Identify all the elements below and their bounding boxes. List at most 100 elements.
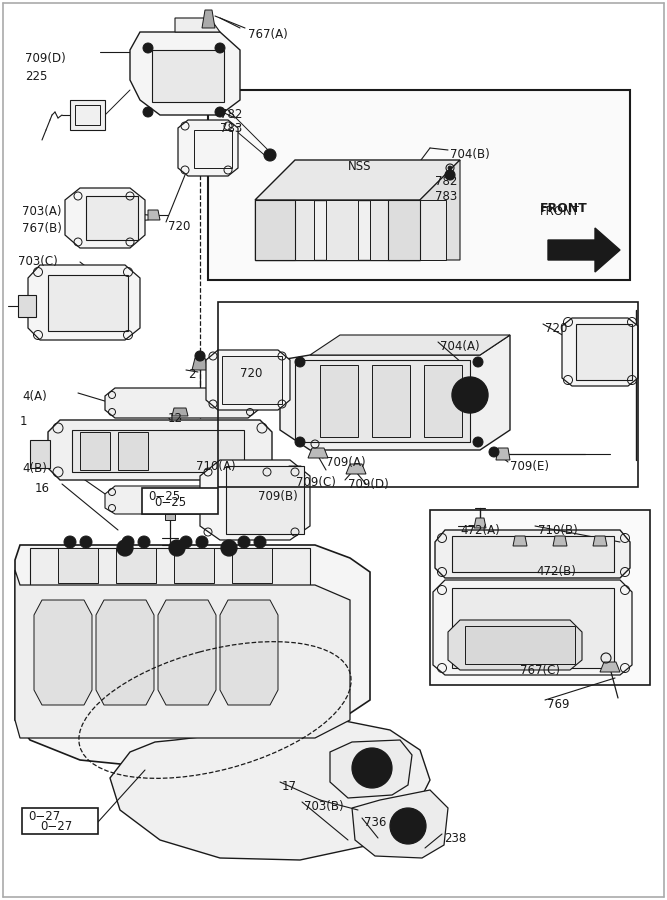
Circle shape [295, 437, 305, 447]
Polygon shape [474, 518, 486, 528]
Circle shape [215, 107, 225, 117]
Polygon shape [593, 536, 607, 546]
Text: 704(B): 704(B) [450, 148, 490, 161]
Circle shape [215, 43, 225, 53]
Polygon shape [285, 466, 305, 476]
Polygon shape [165, 514, 175, 520]
Bar [226, 466, 304, 534]
Circle shape [445, 170, 455, 180]
Bar [222, 356, 282, 404]
Text: 782: 782 [220, 108, 242, 121]
Circle shape [117, 540, 133, 556]
Polygon shape [420, 160, 460, 260]
Polygon shape [600, 662, 620, 672]
Polygon shape [513, 536, 527, 546]
Polygon shape [148, 210, 160, 220]
Text: 12: 12 [168, 412, 183, 425]
Text: 783: 783 [220, 122, 242, 135]
Bar [430, 510, 650, 685]
Text: 0−25: 0−25 [148, 490, 180, 503]
Circle shape [254, 536, 266, 548]
Bar [208, 90, 630, 280]
Bar [72, 430, 244, 472]
Circle shape [390, 808, 426, 844]
Bar [152, 50, 224, 102]
Polygon shape [352, 790, 448, 858]
Text: NSS: NSS [348, 160, 372, 173]
Text: 472(B): 472(B) [536, 565, 576, 578]
Text: 782: 782 [435, 175, 458, 188]
Polygon shape [255, 200, 295, 260]
Text: 709(E): 709(E) [510, 460, 549, 473]
Text: 767(C): 767(C) [520, 664, 560, 677]
Polygon shape [34, 600, 92, 705]
Bar [30, 548, 310, 588]
Polygon shape [280, 335, 510, 450]
Text: 720: 720 [545, 322, 568, 335]
Text: 710(A): 710(A) [196, 460, 235, 473]
Polygon shape [202, 10, 215, 28]
Bar [75, 105, 100, 125]
Bar [86, 196, 138, 240]
Text: 709(A): 709(A) [326, 456, 366, 469]
Circle shape [224, 543, 234, 553]
Bar [372, 365, 410, 437]
Text: FRONT: FRONT [540, 205, 580, 218]
Bar [452, 536, 614, 572]
Bar [58, 548, 98, 583]
Text: 225: 225 [25, 70, 47, 83]
Text: 2: 2 [188, 368, 195, 381]
Circle shape [120, 543, 130, 553]
Circle shape [473, 357, 483, 367]
Polygon shape [326, 200, 358, 260]
Polygon shape [158, 600, 216, 705]
Polygon shape [330, 740, 412, 798]
Polygon shape [178, 120, 238, 176]
Circle shape [195, 351, 205, 361]
Polygon shape [496, 448, 510, 460]
Text: 720: 720 [240, 367, 262, 380]
Polygon shape [562, 318, 638, 386]
Bar [320, 365, 358, 437]
Text: 767(B): 767(B) [22, 222, 62, 235]
Circle shape [452, 377, 488, 413]
Circle shape [221, 540, 237, 556]
Bar [22, 808, 98, 834]
Circle shape [264, 149, 276, 161]
Text: 720: 720 [168, 220, 190, 233]
Polygon shape [346, 464, 366, 474]
Polygon shape [28, 265, 140, 340]
Bar [232, 548, 272, 583]
Polygon shape [370, 200, 402, 260]
Text: 769: 769 [547, 698, 570, 711]
Polygon shape [172, 408, 188, 416]
Bar [174, 548, 214, 583]
Text: 709(C): 709(C) [296, 476, 336, 489]
Circle shape [489, 447, 499, 457]
Bar [30, 440, 50, 468]
Text: 1: 1 [20, 415, 27, 428]
Polygon shape [105, 388, 258, 418]
Bar [424, 365, 462, 437]
Circle shape [180, 536, 192, 548]
Circle shape [448, 166, 452, 170]
Text: 0−25: 0−25 [154, 496, 186, 509]
Bar [194, 130, 232, 168]
Circle shape [138, 536, 150, 548]
Polygon shape [433, 580, 632, 675]
Text: 0−27: 0−27 [40, 820, 72, 833]
Polygon shape [48, 420, 272, 480]
Polygon shape [15, 570, 350, 738]
Bar [116, 548, 156, 583]
Text: 703(C): 703(C) [18, 255, 58, 268]
Text: FRONT: FRONT [540, 202, 588, 215]
Polygon shape [110, 720, 430, 860]
Bar [18, 295, 36, 317]
Text: 238: 238 [444, 832, 466, 845]
Text: 0−27: 0−27 [28, 810, 60, 823]
Text: 17: 17 [282, 780, 297, 793]
Text: 704(A): 704(A) [440, 340, 480, 353]
Circle shape [172, 543, 182, 553]
Text: 4(A): 4(A) [22, 390, 47, 403]
Bar [48, 275, 128, 331]
